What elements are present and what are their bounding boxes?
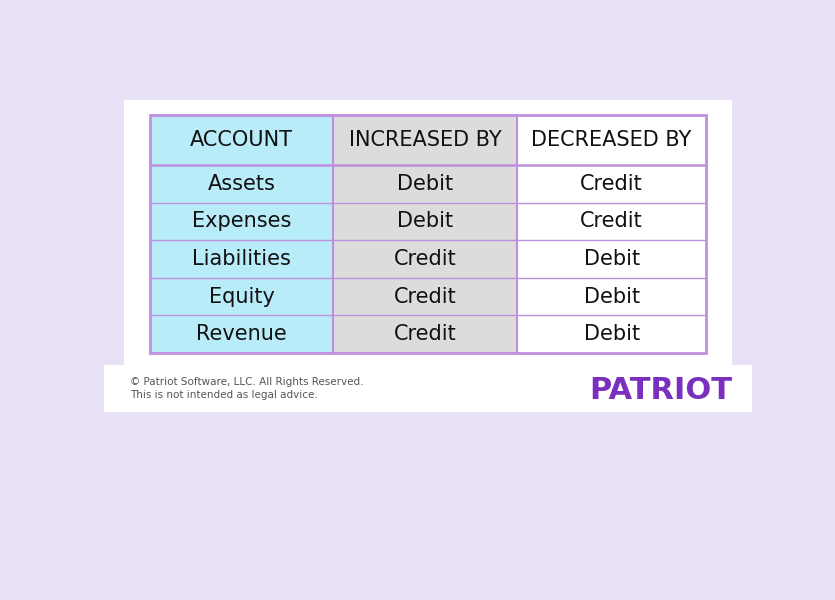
Bar: [149, 165, 333, 203]
Text: Equity: Equity: [209, 287, 275, 307]
Bar: [149, 203, 333, 240]
Text: Assets: Assets: [208, 174, 276, 194]
Bar: [149, 115, 333, 165]
Bar: [517, 316, 706, 353]
Text: Credit: Credit: [394, 287, 457, 307]
Bar: [517, 278, 706, 316]
Text: Credit: Credit: [394, 324, 457, 344]
Bar: [333, 115, 517, 165]
Bar: [149, 240, 333, 278]
Text: Credit: Credit: [580, 174, 643, 194]
Bar: [124, 100, 732, 368]
Text: Debit: Debit: [584, 287, 640, 307]
Text: Debit: Debit: [397, 211, 453, 232]
Bar: [517, 115, 706, 165]
Bar: [517, 165, 706, 203]
Bar: [333, 278, 517, 316]
Bar: [104, 365, 752, 412]
Bar: [149, 115, 706, 353]
Text: Liabilities: Liabilities: [192, 249, 291, 269]
Bar: [149, 278, 333, 316]
Text: Credit: Credit: [580, 211, 643, 232]
Text: PATRIOT: PATRIOT: [589, 376, 732, 405]
Bar: [517, 240, 706, 278]
Text: Debit: Debit: [584, 249, 640, 269]
Text: Credit: Credit: [394, 249, 457, 269]
Text: Revenue: Revenue: [196, 324, 287, 344]
Text: DECREASED BY: DECREASED BY: [531, 130, 691, 150]
Bar: [149, 316, 333, 353]
Bar: [333, 165, 517, 203]
Text: Debit: Debit: [584, 324, 640, 344]
Bar: [517, 203, 706, 240]
Text: ACCOUNT: ACCOUNT: [190, 130, 293, 150]
Text: © Patriot Software, LLC. All Rights Reserved.: © Patriot Software, LLC. All Rights Rese…: [130, 377, 364, 388]
Bar: [333, 240, 517, 278]
Text: This is not intended as legal advice.: This is not intended as legal advice.: [130, 391, 318, 400]
Text: INCREASED BY: INCREASED BY: [349, 130, 502, 150]
Text: Expenses: Expenses: [192, 211, 291, 232]
Text: Debit: Debit: [397, 174, 453, 194]
Bar: [333, 316, 517, 353]
Bar: [333, 203, 517, 240]
